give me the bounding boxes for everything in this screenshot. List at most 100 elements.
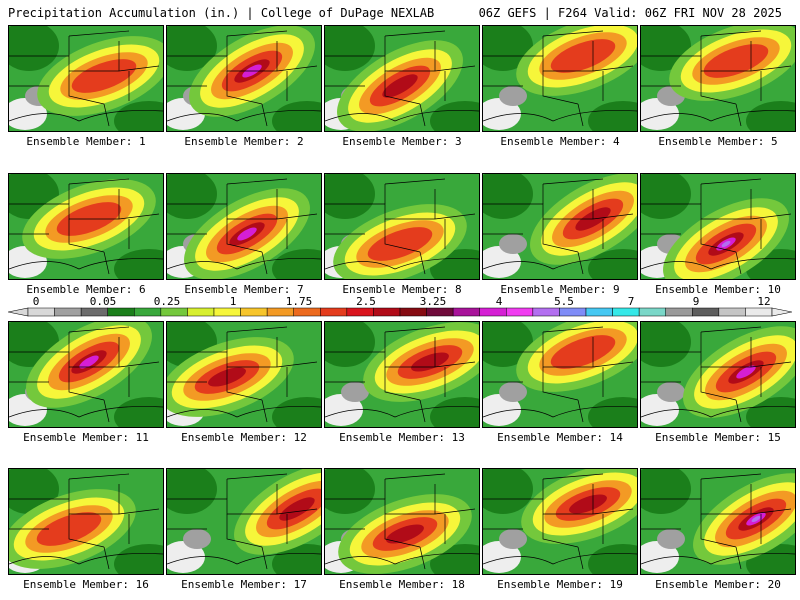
ensemble-member-label: Ensemble Member: 13 bbox=[339, 431, 465, 444]
scale-tick-label: 4 bbox=[496, 295, 503, 308]
scale-tick-label: 0.05 bbox=[90, 295, 117, 308]
dry-area bbox=[641, 98, 679, 130]
scale-swatch bbox=[559, 307, 587, 317]
ensemble-member-label: Ensemble Member: 16 bbox=[23, 578, 149, 591]
ensemble-member-map bbox=[324, 468, 480, 575]
scale-right-arrow bbox=[771, 307, 792, 317]
scale-swatch bbox=[240, 307, 268, 317]
ensemble-member-map bbox=[482, 25, 638, 132]
state-borders bbox=[9, 30, 163, 127]
ensemble-member-map bbox=[482, 468, 638, 575]
ensemble-member-label: Ensemble Member: 15 bbox=[655, 431, 781, 444]
ensemble-member-map bbox=[640, 321, 796, 428]
ensemble-member-map bbox=[166, 173, 322, 280]
precip-field bbox=[483, 322, 637, 427]
ensemble-member-label: Ensemble Member: 3 bbox=[342, 135, 462, 148]
scale-tick-label: 1.75 bbox=[286, 295, 313, 308]
state-borders bbox=[641, 30, 795, 127]
dry-area bbox=[641, 541, 679, 573]
state-borders bbox=[9, 178, 163, 275]
scale-swatch bbox=[718, 307, 746, 317]
scale-swatch bbox=[320, 307, 348, 317]
ensemble-member-label: Ensemble Member: 1 bbox=[26, 135, 146, 148]
ensemble-member-label: Ensemble Member: 19 bbox=[497, 578, 623, 591]
dry-area bbox=[483, 98, 521, 130]
ensemble-member-map bbox=[640, 173, 796, 280]
state-borders bbox=[325, 326, 479, 423]
state-borders bbox=[167, 326, 321, 423]
state-borders bbox=[641, 326, 795, 423]
state-borders bbox=[483, 473, 637, 570]
state-borders bbox=[9, 473, 163, 570]
precip-field bbox=[325, 322, 479, 427]
ensemble-member-map bbox=[8, 25, 164, 132]
ensemble-member-map bbox=[8, 321, 164, 428]
ensemble-member-map bbox=[640, 25, 796, 132]
precip-field bbox=[167, 26, 321, 131]
ensemble-member-label: Ensemble Member: 6 bbox=[26, 283, 146, 296]
scale-tick-label: 2.5 bbox=[356, 295, 376, 308]
ensemble-member-label: Ensemble Member: 10 bbox=[655, 283, 781, 296]
scale-swatch bbox=[506, 307, 534, 317]
ensemble-member-map bbox=[482, 173, 638, 280]
precip-field bbox=[167, 469, 321, 574]
dry-area bbox=[167, 541, 205, 573]
precip-contour bbox=[71, 59, 137, 93]
precip-color-scale: 0 0.05 0.25 1 1.75 2.5 3.25 4 5.5 7 9 12 bbox=[8, 295, 792, 317]
map-title: Precipitation Accumulation (in.) | Colle… bbox=[8, 6, 435, 20]
state-borders bbox=[325, 30, 479, 127]
scale-swatch bbox=[638, 307, 666, 317]
precip-field bbox=[483, 174, 637, 279]
precip-field bbox=[325, 26, 479, 131]
scale-swatch bbox=[612, 307, 640, 317]
state-borders bbox=[641, 473, 795, 570]
ensemble-member-map bbox=[8, 468, 164, 575]
scale-swatch bbox=[27, 307, 55, 317]
dry-area bbox=[483, 541, 521, 573]
ensemble-member-label: Ensemble Member: 12 bbox=[181, 431, 307, 444]
scale-swatch bbox=[745, 307, 773, 317]
ensemble-member-map bbox=[324, 173, 480, 280]
dry-area bbox=[325, 394, 363, 426]
scale-tick-label: 5.5 bbox=[554, 295, 574, 308]
ensemble-member-label: Ensemble Member: 20 bbox=[655, 578, 781, 591]
scale-left-arrow bbox=[8, 307, 29, 317]
scale-swatch bbox=[187, 307, 215, 317]
ensemble-member-label: Ensemble Member: 4 bbox=[500, 135, 620, 148]
dry-area bbox=[641, 394, 679, 426]
state-borders bbox=[483, 178, 637, 275]
scale-swatch bbox=[54, 307, 82, 317]
state-borders bbox=[641, 178, 795, 275]
state-borders bbox=[167, 178, 321, 275]
ensemble-member-label: Ensemble Member: 8 bbox=[342, 283, 462, 296]
scale-tick-label: 3.25 bbox=[420, 295, 447, 308]
ensemble-member-label: Ensemble Member: 11 bbox=[23, 431, 149, 444]
state-borders bbox=[483, 326, 637, 423]
precip-field bbox=[483, 469, 637, 574]
model-run-info: 06Z GEFS | F264 Valid: 06Z FRI NOV 28 20… bbox=[478, 6, 782, 20]
scale-tick-label: 9 bbox=[693, 295, 700, 308]
scale-swatch bbox=[585, 307, 613, 317]
scale-swatch bbox=[80, 307, 108, 317]
scale-swatch bbox=[479, 307, 507, 317]
scale-swatch bbox=[532, 307, 560, 317]
scale-tick-label: 12 bbox=[757, 295, 770, 308]
ensemble-member-label: Ensemble Member: 7 bbox=[184, 283, 304, 296]
ensemble-member-map bbox=[166, 468, 322, 575]
ensemble-member-label: Ensemble Member: 2 bbox=[184, 135, 304, 148]
state-borders bbox=[325, 178, 479, 275]
ensemble-member-label: Ensemble Member: 18 bbox=[339, 578, 465, 591]
precip-field bbox=[325, 174, 479, 279]
dry-area bbox=[483, 394, 521, 426]
ensemble-member-label: Ensemble Member: 17 bbox=[181, 578, 307, 591]
scale-swatch bbox=[452, 307, 480, 317]
precip-field bbox=[483, 26, 637, 131]
state-borders bbox=[167, 30, 321, 127]
scale-swatch bbox=[293, 307, 321, 317]
ensemble-member-map bbox=[324, 25, 480, 132]
scale-tick-label: 7 bbox=[628, 295, 635, 308]
scale-swatch bbox=[346, 307, 374, 317]
ensemble-member-label: Ensemble Member: 5 bbox=[658, 135, 778, 148]
precip-field bbox=[9, 174, 163, 279]
ensemble-member-map bbox=[8, 173, 164, 280]
